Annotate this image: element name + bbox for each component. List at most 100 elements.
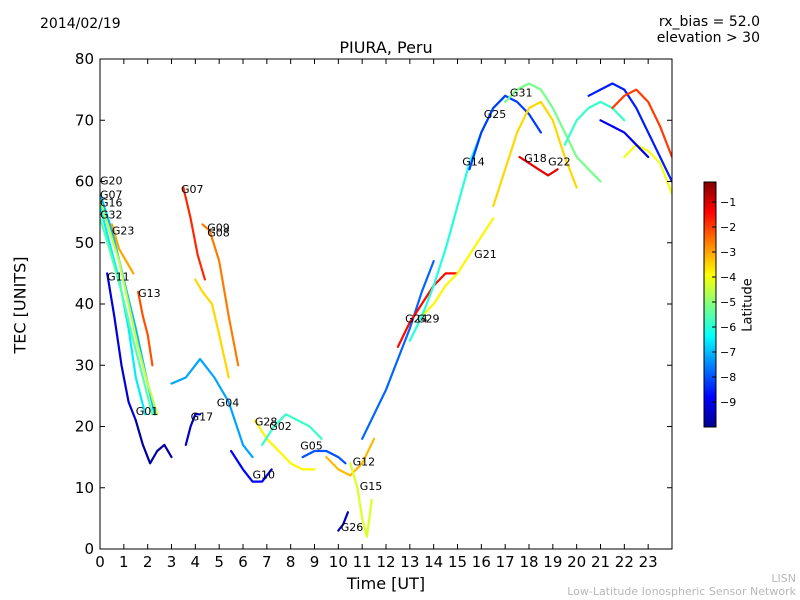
footer-line2: Low-Latitude Ionospheric Sensor Network bbox=[567, 585, 796, 598]
series-annotation: G31 bbox=[510, 87, 533, 100]
series-line-g07 bbox=[100, 198, 159, 416]
x-tick-label: 13 bbox=[400, 553, 419, 571]
series-annotation: G12 bbox=[353, 455, 376, 468]
x-tick-label: 5 bbox=[214, 553, 224, 571]
series-line-g17 bbox=[184, 413, 202, 446]
x-tick-label: 7 bbox=[262, 553, 272, 571]
series-line-g32 bbox=[100, 217, 154, 416]
series-annotation: G29 bbox=[417, 313, 440, 326]
series-line-g25 bbox=[468, 94, 543, 171]
x-tick-label: 1 bbox=[119, 553, 129, 571]
series-line-g10 bbox=[230, 449, 273, 483]
elevation-label: elevation > 30 bbox=[656, 30, 760, 46]
y-tick-label: 0 bbox=[84, 540, 94, 558]
y-axis-label: TEC [UNITS] bbox=[10, 256, 30, 354]
colorbar-tick-label: −5 bbox=[720, 296, 736, 309]
y-tick-label: 10 bbox=[75, 479, 94, 497]
x-tick-label: 15 bbox=[448, 553, 467, 571]
chart-title: PIURA, Peru bbox=[339, 38, 433, 57]
series-line-g09 bbox=[201, 223, 240, 367]
x-tick-label: 6 bbox=[238, 553, 248, 571]
series-annotation: G01 bbox=[136, 405, 159, 418]
rx-bias-label: rx_bias = 52.0 bbox=[658, 14, 760, 30]
y-tick-label: 70 bbox=[75, 111, 94, 129]
footer: LISN Low-Latitude Ionospheric Sensor Net… bbox=[567, 572, 796, 598]
x-tick-label: 14 bbox=[424, 553, 443, 571]
series-annotation: G08 bbox=[207, 226, 230, 239]
series-line-g26 bbox=[337, 511, 349, 532]
y-tick-label: 30 bbox=[75, 356, 94, 374]
plot-frame bbox=[99, 58, 673, 550]
x-tick-label: 10 bbox=[329, 553, 348, 571]
series-annotation: G21 bbox=[474, 248, 497, 261]
colorbar-ticks: −9 −8 −7 −6 −5 −4 −3 −2 −1 bbox=[712, 196, 736, 409]
series-line-g31 bbox=[504, 82, 602, 183]
series-annotation: G28 bbox=[255, 416, 278, 429]
series-line-g23 bbox=[110, 223, 135, 275]
series-annotation: G22 bbox=[548, 155, 571, 168]
tick-layer: 0 1 2 3 4 5 6 7 8 9 10 11 12 13 14 15 16 17 18 19 20 21 22 2301… bbox=[75, 50, 672, 571]
series-annotation: G23 bbox=[112, 225, 135, 238]
y-tick-label: 60 bbox=[75, 173, 94, 191]
series-line-g11 bbox=[106, 272, 137, 422]
series-annotation: G24 bbox=[405, 313, 428, 326]
x-tick-label: 21 bbox=[591, 553, 610, 571]
series-annotation: G20 bbox=[100, 174, 123, 187]
series-annotation: G16 bbox=[100, 196, 123, 209]
series-annotation: G07 bbox=[181, 183, 204, 196]
series-line-g05 bbox=[301, 449, 347, 465]
series-annotation: G15 bbox=[360, 480, 383, 493]
series-layer bbox=[100, 82, 672, 538]
colorbar-label: Latitude bbox=[740, 278, 756, 332]
series-annotation: G02 bbox=[269, 420, 292, 433]
x-tick-label: 17 bbox=[496, 553, 515, 571]
series-line-g12 bbox=[325, 437, 376, 477]
series-annotation: G25 bbox=[484, 108, 507, 121]
x-tick-label: 3 bbox=[167, 553, 177, 571]
annotation-layer: G20G07G16G32G23G11G13G01G07G09G08G17G04G… bbox=[100, 87, 571, 534]
series-annotation: G04 bbox=[217, 397, 240, 410]
y-tick-label: 80 bbox=[75, 50, 94, 68]
footer-line1: LISN bbox=[771, 572, 796, 585]
series-annotation: G05 bbox=[300, 439, 323, 452]
x-tick-label: 20 bbox=[567, 553, 586, 571]
colorbar-tick-label: −9 bbox=[720, 396, 736, 409]
y-tick-label: 40 bbox=[75, 295, 94, 313]
date-label: 2014/02/19 bbox=[40, 16, 121, 32]
series-line-g29 bbox=[396, 272, 459, 348]
colorbar-tick-label: −4 bbox=[720, 271, 736, 284]
x-tick-label: 9 bbox=[310, 553, 320, 571]
series-line-g07b bbox=[182, 186, 206, 281]
x-tick-label: 11 bbox=[353, 553, 372, 571]
y-tick-label: 50 bbox=[75, 234, 94, 252]
colorbar-tick-label: −6 bbox=[720, 321, 736, 334]
series-annotation: G10 bbox=[253, 468, 276, 481]
series-line-g-late2 bbox=[587, 82, 672, 183]
colorbar-tick-label: −1 bbox=[720, 196, 736, 209]
colorbar-tick-label: −8 bbox=[720, 371, 736, 384]
colorbar-tick-label: −3 bbox=[720, 246, 736, 259]
series-line-g22 bbox=[492, 100, 578, 208]
x-tick-label: 2 bbox=[143, 553, 153, 571]
x-tick-label: 23 bbox=[639, 553, 658, 571]
series-line-g15 bbox=[349, 462, 373, 538]
series-line-g21 bbox=[420, 217, 495, 318]
series-annotation: G13 bbox=[138, 287, 161, 300]
x-tick-label: 18 bbox=[519, 553, 538, 571]
series-annotation: G09 bbox=[207, 221, 230, 234]
series-line-g01 bbox=[134, 419, 173, 465]
series-line-g28 bbox=[253, 419, 316, 471]
series-line-g14 bbox=[408, 94, 507, 342]
colorbar-tick-label: −2 bbox=[720, 221, 736, 234]
colorbar-tick-label: −7 bbox=[720, 346, 736, 359]
series-annotation: G26 bbox=[341, 521, 364, 534]
x-tick-label: 16 bbox=[472, 553, 491, 571]
colorbar bbox=[703, 181, 717, 428]
x-tick-label: 19 bbox=[543, 553, 562, 571]
series-line-g-late3 bbox=[611, 88, 672, 159]
series-annotation: G11 bbox=[107, 270, 130, 283]
x-tick-label: 0 bbox=[95, 553, 105, 571]
rx-bias-info: rx_bias = 52.0 elevation > 30 bbox=[657, 14, 760, 46]
y-tick-label: 20 bbox=[75, 418, 94, 436]
